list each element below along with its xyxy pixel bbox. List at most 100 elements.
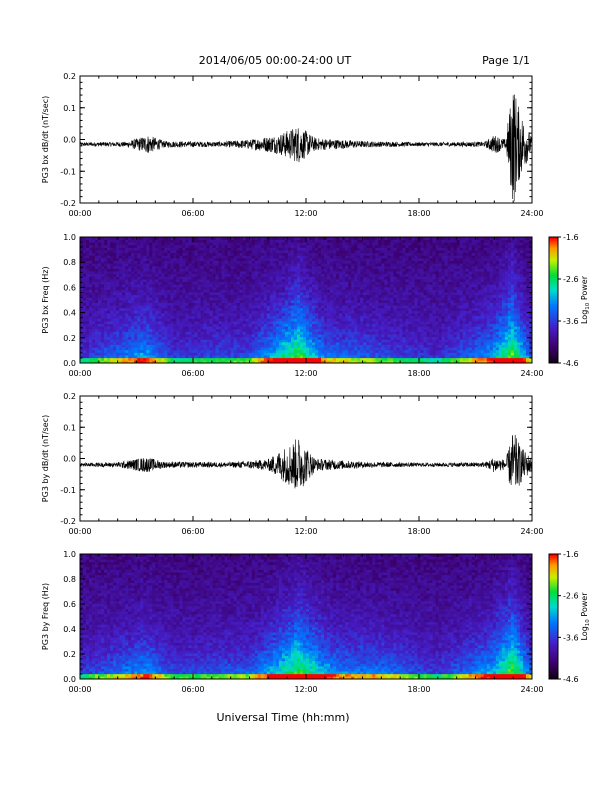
- spectrogram-cell: [375, 284, 379, 288]
- spectrogram-cell: [284, 360, 289, 364]
- spectrogram-cell: [257, 328, 262, 332]
- spectrogram-cell: [143, 258, 147, 261]
- spectrogram-cell: [345, 336, 349, 340]
- spectrogram-cell: [263, 250, 268, 254]
- spectrogram-cell: [333, 244, 337, 248]
- spectrogram-cell: [137, 297, 141, 301]
- spectrogram-cell: [318, 342, 322, 345]
- spectrogram-cell: [378, 276, 382, 280]
- spectrogram-cell: [233, 328, 238, 332]
- spectrogram-cell: [330, 265, 334, 269]
- spectrogram-cell: [293, 302, 298, 306]
- spectrogram-cell: [296, 302, 301, 306]
- spectrogram-cell: [194, 250, 198, 254]
- spectrogram-cell: [381, 331, 385, 335]
- spectrogram-cell: [164, 294, 168, 298]
- spectrogram-cell: [366, 286, 370, 290]
- spectrogram-cell: [339, 281, 343, 285]
- spectrogram-cell: [309, 344, 313, 348]
- spectrogram-cell: [360, 357, 364, 361]
- spectrogram-cell: [149, 294, 153, 298]
- spectrogram-cell: [299, 323, 304, 327]
- spectrogram-cell: [275, 263, 280, 267]
- spectrogram-cell: [203, 294, 207, 298]
- spectrogram-cell: [360, 252, 364, 256]
- spectrogram-cell: [185, 307, 189, 311]
- spectrogram-cell: [83, 244, 87, 248]
- spectrogram-cell: [345, 250, 349, 254]
- spectrogram-cell: [312, 328, 316, 332]
- spectrogram-cell: [336, 323, 340, 327]
- spectrogram-cell: [293, 271, 298, 275]
- spectrogram-cell: [134, 328, 138, 332]
- spectrogram-cell: [251, 302, 256, 306]
- spectrogram-cell: [224, 292, 228, 296]
- spectrogram-cell: [122, 279, 126, 282]
- spectrogram-cell: [275, 247, 280, 251]
- spectrogram-cell: [209, 342, 213, 345]
- spectrogram-cell: [170, 305, 174, 309]
- spectrogram-cell: [360, 313, 364, 317]
- spectrogram-cell: [330, 313, 334, 317]
- spectrogram-cell: [242, 252, 247, 256]
- spectrogram-cell: [266, 300, 271, 303]
- spectrogram-cell: [212, 352, 216, 356]
- spectrogram-cell: [140, 357, 144, 361]
- spectrogram-cell: [296, 271, 301, 275]
- spectrogram-cell: [348, 355, 352, 359]
- spectrogram-cell: [269, 276, 274, 280]
- spectrogram-cell: [113, 318, 117, 322]
- spectrogram-cell: [116, 250, 120, 254]
- spectrogram-cell: [272, 334, 277, 338]
- spectrogram-cell: [182, 349, 186, 353]
- spectrogram-cell: [324, 326, 328, 330]
- spectrogram-cell: [342, 250, 346, 254]
- spectrogram-cell: [248, 347, 253, 351]
- spectrogram-cell: [330, 281, 334, 285]
- spectrogram-cell: [299, 313, 304, 317]
- spectrogram-cell: [92, 305, 96, 309]
- spectrogram-cell: [179, 310, 183, 314]
- spectrogram-cell: [104, 255, 108, 259]
- spectrogram-cell: [251, 334, 256, 338]
- spectrogram-cell: [227, 339, 232, 343]
- spectrogram-cell: [275, 284, 280, 288]
- spectrogram-cell: [110, 286, 114, 290]
- spectrogram-cell: [342, 321, 346, 324]
- spectrogram-cell: [203, 305, 207, 309]
- spectrogram-cell: [206, 281, 210, 285]
- spectrogram-cell: [360, 271, 364, 275]
- spectrogram-cell: [167, 357, 171, 361]
- spectrogram-cell: [122, 289, 126, 293]
- spectrogram-cell: [296, 292, 301, 296]
- spectrogram-cell: [125, 281, 129, 285]
- spectrogram-cell: [333, 318, 337, 322]
- spectrogram-cell: [375, 347, 379, 351]
- spectrogram-cell: [339, 318, 343, 322]
- spectrogram-cell: [152, 310, 156, 314]
- spectrogram-cell: [233, 310, 238, 314]
- spectrogram-cell: [161, 263, 165, 267]
- spectrogram-cell: [315, 289, 319, 293]
- spectrogram-cell: [354, 289, 358, 293]
- spectrogram-cell: [227, 294, 232, 298]
- spectrogram-cell: [92, 328, 96, 332]
- spectrogram-cell: [149, 237, 153, 240]
- spectrogram-cell: [215, 339, 219, 343]
- spectrogram-cell: [278, 302, 283, 306]
- spectrogram-cell: [158, 284, 162, 288]
- spectrogram-cell: [80, 307, 84, 311]
- spectrogram-cell: [161, 252, 165, 256]
- spectrogram-cell: [209, 323, 213, 327]
- spectrogram-cell: [116, 305, 120, 309]
- spectrogram-cell: [134, 307, 138, 311]
- spectrogram-cell: [272, 260, 277, 264]
- spectrogram-cell: [339, 331, 343, 335]
- spectrogram-cell: [254, 302, 259, 306]
- spectrogram-cell: [321, 237, 325, 240]
- spectrogram-cell: [302, 326, 307, 330]
- spectrogram-cell: [296, 336, 301, 340]
- spectrogram-cell: [296, 339, 301, 343]
- spectrogram-cell: [306, 284, 310, 288]
- spectrogram-cell: [257, 310, 262, 314]
